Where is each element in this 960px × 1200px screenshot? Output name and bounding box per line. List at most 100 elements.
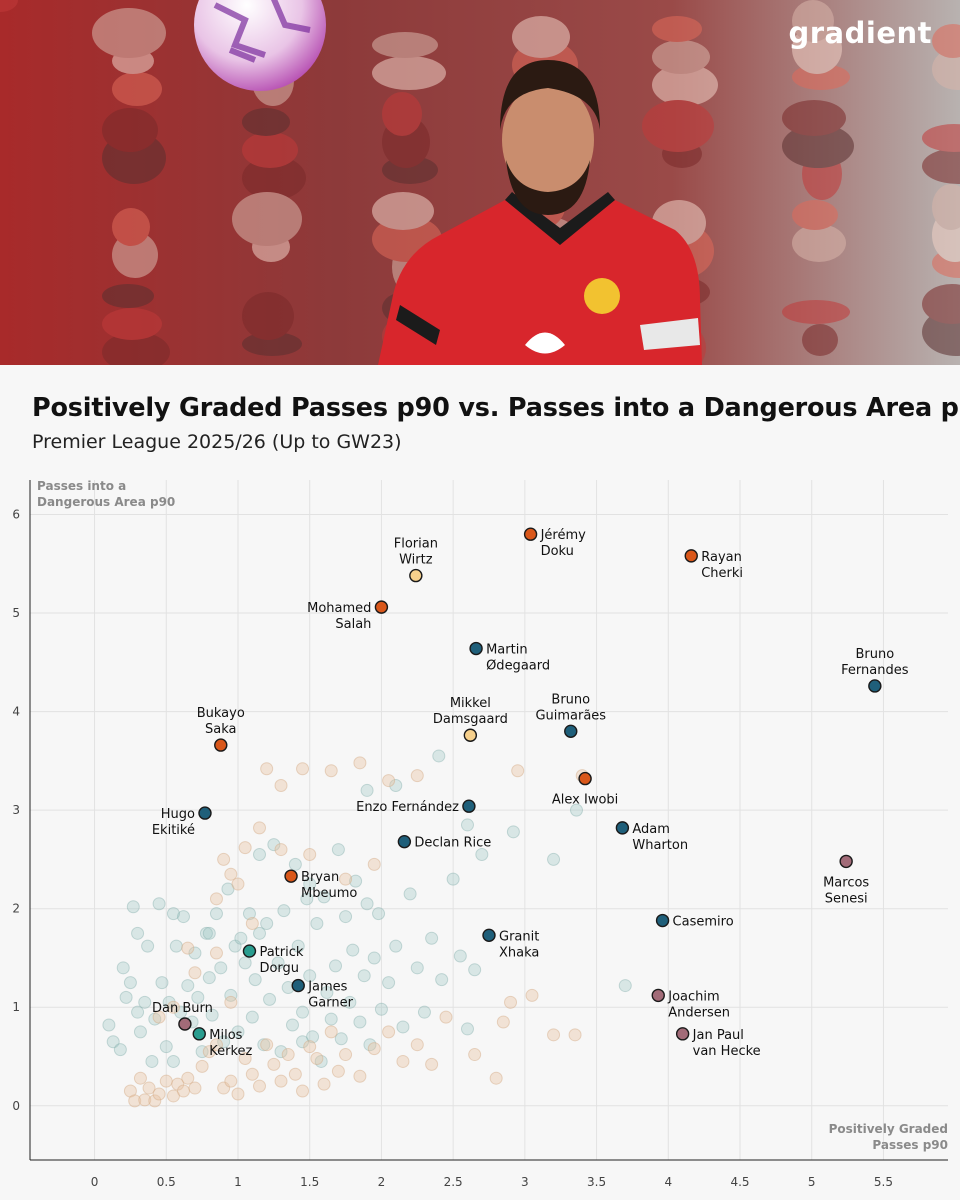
background-point	[169, 939, 183, 953]
background-point	[148, 1094, 162, 1108]
background-point	[181, 1071, 195, 1085]
x-tick-label: 3	[521, 1175, 529, 1189]
background-point	[128, 1094, 142, 1108]
background-point	[460, 818, 474, 832]
point-label-line: Enzo Fernández	[356, 800, 459, 815]
background-point	[360, 897, 374, 911]
background-point	[113, 1043, 127, 1057]
background-point	[217, 1035, 231, 1049]
background-point	[195, 1045, 209, 1059]
background-point	[228, 939, 242, 953]
background-point	[306, 1030, 320, 1044]
x-tick-label: 0	[91, 1175, 99, 1189]
background-point	[159, 1074, 173, 1088]
background-point	[202, 971, 216, 985]
background-point	[410, 961, 424, 975]
crowd-blob	[92, 8, 166, 58]
background-point	[360, 783, 374, 797]
background-point	[310, 916, 324, 930]
background-point	[367, 857, 381, 871]
background-point	[353, 1015, 367, 1029]
grid	[30, 480, 948, 1160]
background-point	[141, 939, 155, 953]
background-point	[303, 877, 317, 891]
point-label: Jan Paul van Hecke	[692, 1028, 761, 1059]
background-point	[231, 877, 245, 891]
background-point	[166, 907, 180, 921]
background-point	[152, 897, 166, 911]
background-point	[188, 1081, 202, 1095]
background-point	[349, 874, 363, 888]
point-label-line: Florian	[394, 537, 438, 552]
background-point	[202, 926, 216, 940]
background-point	[389, 779, 403, 793]
background-point	[339, 1048, 353, 1062]
background-point	[224, 867, 238, 881]
point-enzo-fern-ndez	[462, 799, 476, 813]
club-crest-icon	[584, 278, 620, 314]
point-label-line: Bryan	[301, 870, 339, 885]
background-point	[357, 969, 371, 983]
crowd-blob	[242, 156, 306, 200]
chart-title: Positively Graded Passes p90 vs. Passes …	[32, 393, 960, 423]
crowd-blob	[652, 16, 702, 42]
hero-illustration	[0, 0, 960, 365]
background-point	[317, 1077, 331, 1091]
background-point	[138, 995, 152, 1009]
point-label-line: Kerkez	[209, 1044, 252, 1059]
point-label-line: Granit	[499, 929, 539, 944]
y-tick-label: 4	[12, 705, 20, 719]
background-point	[171, 1077, 185, 1091]
background-point	[506, 825, 520, 839]
x-tick-label: 4	[664, 1175, 672, 1189]
point-dan-burn	[178, 1017, 192, 1031]
background-point	[148, 1012, 162, 1026]
point-bryan-mbeumo	[284, 869, 298, 883]
point-label-line: Bukayo	[197, 706, 245, 721]
background-point	[417, 1005, 431, 1019]
background-point	[291, 939, 305, 953]
background-point	[181, 941, 195, 955]
background-point	[363, 1038, 377, 1052]
background-point	[300, 892, 314, 906]
point-label-line: Patrick	[259, 945, 303, 960]
background-point	[202, 1045, 216, 1059]
ball-icon	[194, 0, 326, 91]
crowd-blob	[782, 124, 854, 168]
point-label: Enzo Fernández	[356, 800, 459, 815]
x-tick-label: 0.5	[157, 1175, 176, 1189]
point-label: Hugo Ekitiké	[152, 807, 195, 838]
background-point	[260, 762, 274, 776]
point-label-line: Milos	[209, 1028, 242, 1043]
crowd-blob	[372, 56, 446, 90]
point-label-line: Saka	[205, 722, 236, 737]
point-label-line: Mohamed	[307, 601, 371, 616]
point-label: Florian Wirtz	[394, 537, 438, 568]
background-point	[133, 1071, 147, 1085]
crowd-blob	[652, 40, 710, 74]
point-label-line: Wirtz	[399, 553, 433, 568]
background-point	[382, 976, 396, 990]
crowd-blob	[642, 100, 714, 152]
background-point	[353, 756, 367, 770]
background-point	[205, 1008, 219, 1022]
point-bukayo-saka	[214, 738, 228, 752]
point-label-line: Bruno	[855, 647, 894, 662]
point-label-line: Guimarães	[535, 708, 606, 723]
background-point	[260, 916, 274, 930]
labeled-points	[178, 527, 882, 1041]
crowd-blob	[382, 92, 422, 136]
background-point	[119, 990, 133, 1004]
background-point	[339, 910, 353, 924]
point-label-line: Marcos	[823, 875, 869, 890]
background-point	[133, 1025, 147, 1039]
crowd-blob	[792, 224, 846, 262]
background-point	[329, 959, 343, 973]
background-point	[525, 988, 539, 1002]
y-axis-title: Dangerous Area p90	[37, 495, 175, 509]
point-label-line: Xhaka	[499, 945, 539, 960]
crowd-blob	[102, 332, 170, 365]
background-point	[188, 946, 202, 960]
x-tick-label: 1	[234, 1175, 242, 1189]
background-point	[382, 774, 396, 788]
